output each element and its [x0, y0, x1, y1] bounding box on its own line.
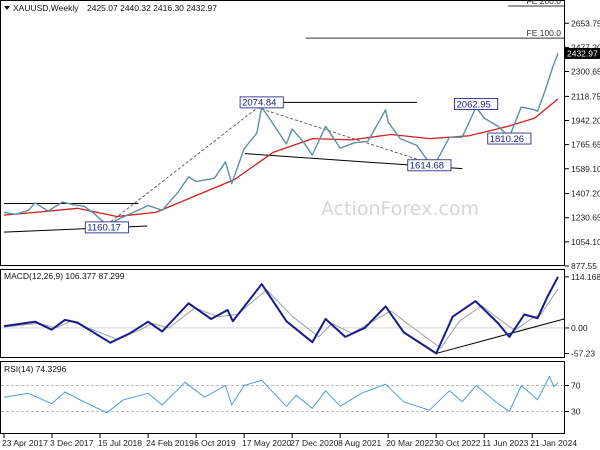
price-y-tick-label: 877.55 [571, 261, 597, 271]
x-tick-label: 17 May 2020 [242, 438, 291, 448]
x-tick-label: 15 Jul 2018 [98, 438, 142, 448]
dashed-projection-line [106, 104, 262, 226]
symbol-label: XAUUSD,Weekly [13, 3, 79, 13]
x-tick-label: 21 Jan 2024 [530, 438, 577, 448]
rsi-y-tick-label: 70 [571, 381, 581, 391]
rsi-y-tick-label: 30 [571, 407, 581, 417]
price-label: 1614.68 [410, 161, 444, 172]
x-tick-label: 23 Apr 2017 [2, 438, 48, 448]
rsi-axis: 70 30 [565, 381, 581, 417]
price-axis: 2653.75 2477.20 2300.65 2118.75 1942.20 1765.… [565, 18, 600, 271]
price-panel-frame [0, 0, 565, 266]
macd-y-tick-label: -57.23 [571, 349, 595, 359]
price-y-tick-label: 2477.20 [571, 42, 600, 52]
x-tick-label: 30 Oct 2022 [434, 438, 481, 448]
price-label: 2074.84 [242, 98, 276, 109]
price-label-box [84, 221, 129, 234]
price-y-tick-label: 2118.75 [571, 91, 600, 101]
x-tick-label: 27 Dec 2020 [290, 438, 338, 448]
fe-level-label: FE 200.0 [527, 0, 562, 6]
macd-axis: 114.168 0.00 -57.23 [565, 272, 600, 359]
macd-panel-frame [0, 269, 565, 358]
price-y-tick-label: 2653.75 [571, 18, 600, 28]
price-labels: 2074.84 2062.95 1810.26 1614.68 1160.17 2432.… [84, 47, 600, 234]
price-y-tick-label: 1765.65 [571, 140, 600, 150]
price-y-tick-label: 1407.20 [571, 189, 600, 199]
current-price-label: 2432.97 [567, 49, 598, 59]
dashed-projection-line [247, 103, 430, 164]
x-tick-label: 11 Jun 2023 [482, 438, 528, 448]
fib-levels: FE 100.0 FE 200.0 [305, 0, 564, 39]
price-label: 1810.26 [490, 134, 524, 145]
x-tick-label: 6 Oct 2019 [194, 438, 236, 448]
dropdown-triangle-icon[interactable] [4, 6, 10, 10]
rsi-series [1, 375, 564, 414]
x-tick-label: 3 Dec 2017 [50, 438, 94, 448]
price-label-box [454, 98, 499, 110]
x-tick-label: 24 Feb 2019 [146, 438, 194, 448]
chart-header: XAUUSD,Weekly 2425.07 2440.32 2416.30 24… [4, 3, 217, 13]
x-axis: 23 Apr 2017 3 Dec 2017 15 Jul 2018 24 Feb 2… [2, 434, 577, 448]
price-y-tick-label: 2300.65 [571, 67, 600, 77]
rsi-line [3, 375, 559, 414]
price-label: 1160.17 [87, 223, 121, 234]
price-label-box [239, 96, 284, 109]
price-line [3, 53, 559, 227]
x-tick-label: 8 Aug 2021 [338, 438, 381, 448]
macd-line [3, 276, 559, 355]
macd-y-tick-label: 0.00 [571, 323, 588, 333]
macd-trendline [436, 318, 565, 354]
watermark: ActionForex.com [321, 198, 479, 220]
rsi-title: RSI(14) 74.3296 [4, 364, 67, 374]
rsi-panel-frame [0, 361, 565, 434]
ohlc-label: 2425.07 2440.32 2416.30 2432.97 [87, 3, 217, 13]
price-label: 2062.95 [457, 99, 491, 110]
moving-average-line [3, 98, 559, 218]
macd-series [1, 276, 565, 355]
price-y-tick-label: 1054.10 [571, 237, 600, 247]
macd-y-tick-label: 114.168 [571, 272, 600, 282]
price-y-tick-label: 1230.65 [571, 213, 600, 223]
x-tick-label: 20 Mar 2022 [386, 438, 434, 448]
fe-level-label: FE 100.0 [527, 28, 562, 38]
price-label-box [487, 132, 532, 145]
macd-title: MACD(12,26,9) 106.377 87.299 [4, 271, 125, 281]
current-price-tag [565, 47, 600, 59]
price-series [3, 53, 559, 227]
price-y-tick-label: 1589.10 [571, 164, 600, 174]
price-label-box [407, 159, 452, 172]
price-y-tick-label: 1942.20 [571, 115, 600, 125]
